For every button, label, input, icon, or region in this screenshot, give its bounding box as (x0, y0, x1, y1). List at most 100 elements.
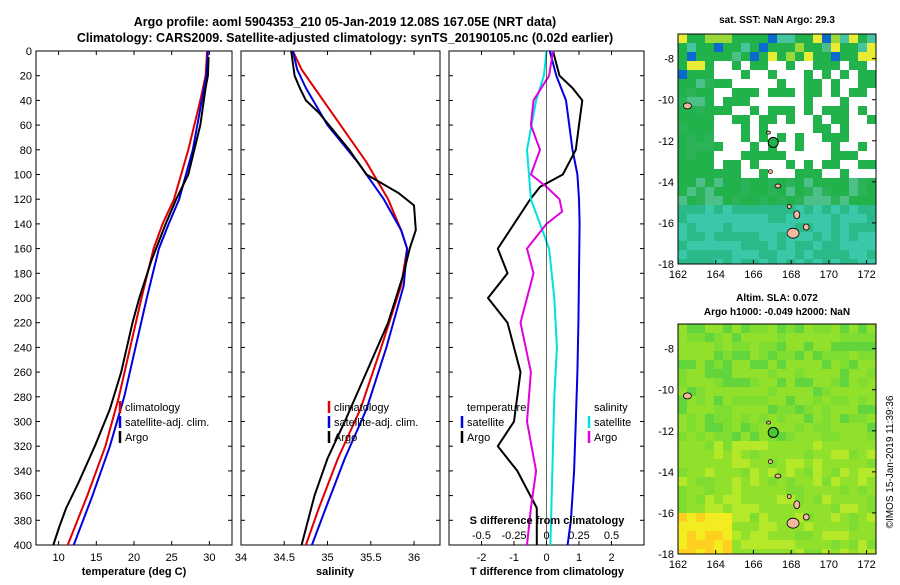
map-cell (777, 214, 786, 223)
map-cell (714, 333, 723, 342)
map-cell (786, 196, 795, 205)
map-cell (768, 459, 777, 468)
map-cell (696, 504, 705, 513)
map-cell (714, 522, 723, 531)
map-cell (804, 88, 813, 97)
map-cell (768, 504, 777, 513)
map-cell (678, 459, 687, 468)
map-cell (804, 441, 813, 450)
map-cell (750, 223, 759, 232)
map-cell (759, 205, 768, 214)
map-cell (741, 405, 750, 414)
map-cell (732, 196, 741, 205)
map-cell (840, 387, 849, 396)
map-cell (696, 495, 705, 504)
map-cell (732, 486, 741, 495)
map-cell (813, 160, 822, 169)
map-cell (714, 106, 723, 115)
map-cell (822, 531, 831, 540)
map-cell (786, 115, 795, 124)
map-cell (705, 414, 714, 423)
map-cell (795, 61, 804, 70)
map-cell (768, 52, 777, 61)
map-cell (777, 378, 786, 387)
map-cell (786, 450, 795, 459)
map-cell (732, 504, 741, 513)
map-cell (687, 441, 696, 450)
map-cell (795, 223, 804, 232)
map-cell (732, 378, 741, 387)
map-cell (804, 133, 813, 142)
map-cell (750, 79, 759, 88)
map-cell (768, 369, 777, 378)
map-cell (813, 396, 822, 405)
map-cell (741, 241, 750, 250)
map-cell (723, 405, 732, 414)
map-cell (822, 540, 831, 549)
map-cell (804, 115, 813, 124)
map-cell (786, 477, 795, 486)
map-cell (705, 351, 714, 360)
map-cell (867, 423, 876, 432)
map-cell (867, 378, 876, 387)
map-cell (786, 513, 795, 522)
map-cell (741, 106, 750, 115)
map-cell (714, 61, 723, 70)
map-cell (696, 522, 705, 531)
map-cell (858, 369, 867, 378)
title-line-1: Argo profile: aoml 5904353_210 05-Jan-20… (134, 15, 556, 29)
map-cell (732, 405, 741, 414)
map-cell (687, 495, 696, 504)
x-tick-label: -1 (509, 552, 519, 564)
map-x-tick-label: 170 (820, 269, 838, 281)
map-cell (822, 178, 831, 187)
map-cell (768, 124, 777, 133)
map-cell (858, 187, 867, 196)
map-cell (831, 432, 840, 441)
map-cell (813, 151, 822, 160)
map-cell (714, 450, 723, 459)
map-cell (750, 351, 759, 360)
map-cell (714, 97, 723, 106)
map-cell (732, 142, 741, 151)
map-cell (858, 450, 867, 459)
map-cell (831, 378, 840, 387)
map-cell (777, 396, 786, 405)
map-cell (840, 459, 849, 468)
map-cell (696, 432, 705, 441)
map-cell (687, 196, 696, 205)
map-cell (768, 79, 777, 88)
map-cell (696, 540, 705, 549)
map-cell (858, 79, 867, 88)
map-cell (795, 342, 804, 351)
map-cell (705, 79, 714, 88)
map-cell (759, 196, 768, 205)
legend-label-s-satellite: satellite (594, 417, 631, 429)
map-cell (858, 34, 867, 43)
map-cell (732, 250, 741, 259)
map-cell (732, 549, 741, 554)
map-cell (768, 333, 777, 342)
map-cell (831, 450, 840, 459)
map-cell (678, 250, 687, 259)
map-cell (867, 259, 876, 264)
map-cell (768, 97, 777, 106)
map-cell (750, 196, 759, 205)
map-cell (822, 43, 831, 52)
depth-tick-label: 180 (14, 268, 32, 280)
map-cell (723, 205, 732, 214)
map-cell (777, 504, 786, 513)
map-cell (813, 61, 822, 70)
map-y-tick-label: -18 (658, 549, 674, 561)
map-cell (705, 61, 714, 70)
map-y-tick-label: -12 (658, 136, 674, 148)
map-cell (678, 43, 687, 52)
map-cell (696, 259, 705, 264)
map-cell (723, 450, 732, 459)
map-cell (714, 351, 723, 360)
map-cell (750, 513, 759, 522)
map-cell (768, 34, 777, 43)
map-cell (867, 52, 876, 61)
map-cell (741, 513, 750, 522)
map-cell (831, 232, 840, 241)
